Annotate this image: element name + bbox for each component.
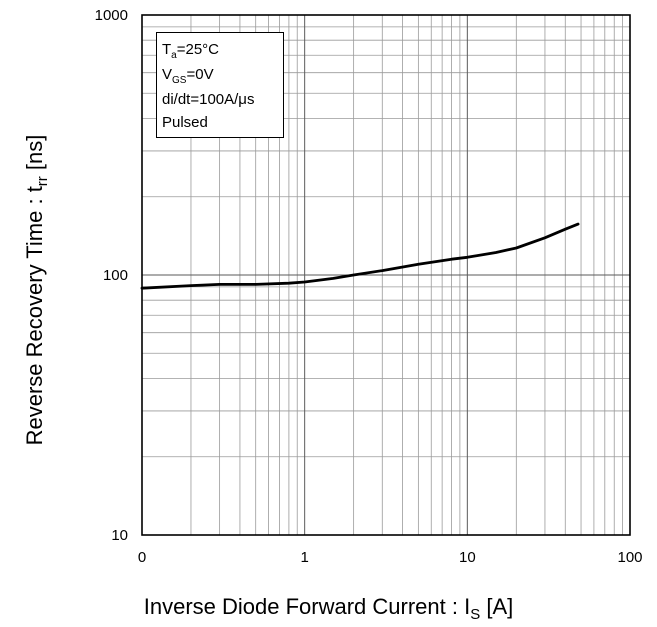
x-tick-label: 1 (300, 549, 308, 566)
x-tick-label: 10 (459, 549, 476, 566)
trr-series-line (140, 222, 580, 290)
x-tick-label: 0 (138, 549, 146, 566)
condition-vgs-value: =0V (186, 66, 214, 83)
condition-vgs-sub: GS (172, 75, 187, 86)
condition-pulsed: Pulsed (162, 114, 208, 131)
y-axis-title-sub: rr (34, 176, 51, 187)
condition-didt: di/dt=100A/μs (162, 91, 255, 108)
condition-ta-sub: a (171, 50, 177, 61)
y-axis-title-unit: [ns] (22, 134, 47, 177)
x-axis-title-sub: S (470, 606, 481, 623)
condition-ta-main: T (162, 41, 172, 58)
x-tick-label: 100 (617, 549, 642, 566)
x-axis-title-unit: [A] (480, 594, 514, 619)
condition-ta: Ta=25°C (162, 38, 283, 63)
x-axis-title: Inverse Diode Forward Current : IS [A] (0, 594, 657, 623)
x-axis-title-main: Inverse Diode Forward Current : I (143, 594, 471, 619)
condition-vgs-main: V (162, 66, 173, 83)
condition-ta-value: =25°C (176, 41, 220, 58)
y-tick-label: 1000 (95, 7, 128, 24)
condition-vgs: VGS=0V (162, 63, 283, 88)
y-axis-title-main: Reverse Recovery Time : t (22, 186, 47, 446)
conditions-box: Ta=25°C VGS=0V di/dt=100A/μs Pulsed (156, 32, 284, 138)
y-tick-label: 10 (111, 527, 128, 544)
y-tick-label: 100 (103, 267, 128, 284)
plot-frame (141, 14, 631, 536)
